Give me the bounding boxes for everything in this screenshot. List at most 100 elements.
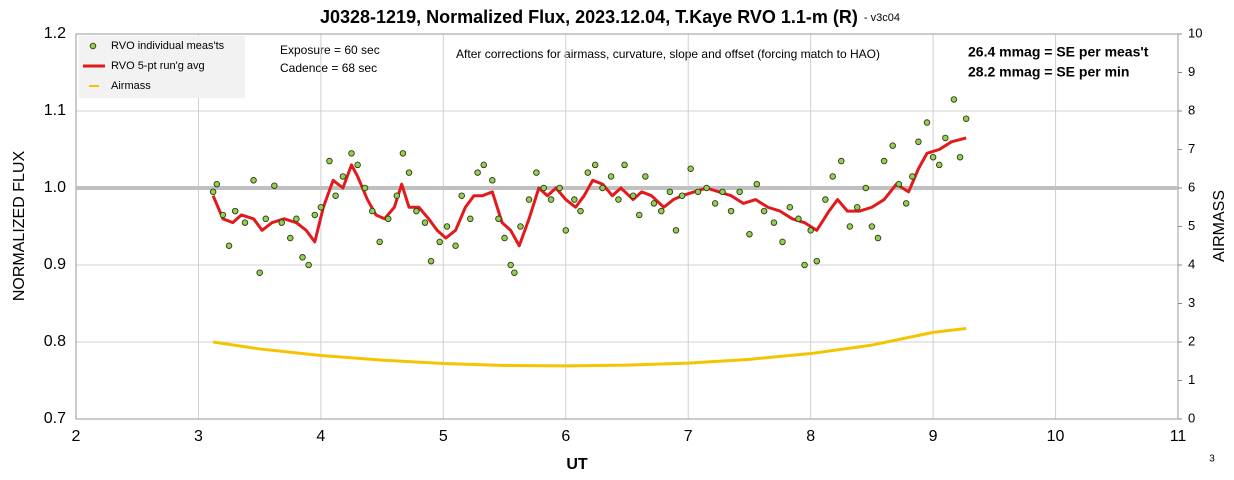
data-point: [348, 150, 355, 157]
plot-area: 0.7 0.8 0.9 1.0 1.1 1.2 2 3 4 5 6 7 8 9 10 110 1 2 3 4 5 6 7 8 9…: [44, 25, 1203, 445]
x-tick-label: 5: [439, 428, 448, 445]
chart-title: J0328-1219, Normalized Flux, 2023.12.04,…: [320, 7, 900, 27]
y2-tick-label: 4: [1188, 256, 1195, 271]
data-point: [399, 150, 407, 157]
subtitle: - v3c04: [864, 12, 900, 24]
data-point: [753, 180, 761, 188]
data-point: [443, 223, 451, 230]
data-point: [262, 215, 270, 223]
data-point: [452, 242, 459, 249]
data-point: [525, 196, 533, 203]
data-point: [517, 223, 524, 230]
annotation: After corrections for airmass, curvature…: [456, 47, 880, 61]
y2-tick-label: 0: [1188, 410, 1195, 425]
y2-tick-label: 1: [1188, 372, 1195, 387]
data-point: [369, 207, 376, 215]
data-point: [923, 119, 931, 126]
data-point: [846, 223, 854, 230]
legend-box: [79, 36, 245, 98]
y-tick-label: 1.1: [44, 102, 66, 119]
data-point: [658, 207, 665, 215]
data-point: [642, 173, 649, 180]
data-point: [915, 138, 922, 146]
data-point: [591, 161, 599, 169]
data-point: [672, 227, 680, 234]
y-tick-label: 0.8: [44, 333, 66, 350]
y2-tick-label: 9: [1188, 64, 1195, 79]
data-point: [317, 203, 325, 211]
data-point: [305, 261, 312, 269]
y-tick-label: 0.9: [44, 256, 66, 273]
data-point: [495, 215, 502, 223]
data-point: [838, 157, 845, 165]
page-number: 3: [1209, 454, 1215, 465]
data-point: [489, 177, 496, 184]
y-tick-label: 0.7: [44, 410, 66, 427]
x-tick-label: 6: [561, 428, 570, 445]
data-point: [393, 192, 401, 199]
y2-tick-label: 5: [1188, 218, 1195, 233]
data-point: [770, 219, 778, 226]
data-point: [829, 173, 836, 180]
series-line: [212, 327, 967, 368]
title-text: J0328-1219, Normalized Flux, 2023.12.04,…: [320, 7, 858, 27]
data-point: [413, 207, 420, 215]
data-point: [719, 188, 726, 196]
data-point: [929, 153, 937, 161]
data-point: [599, 184, 606, 192]
data-point: [213, 180, 221, 188]
y2-tick-label: 10: [1188, 25, 1202, 40]
x-tick-label: 8: [806, 428, 815, 445]
data-point: [256, 269, 263, 276]
data-point: [354, 161, 361, 169]
data-point: [801, 261, 808, 269]
y-tick-label: 1.0: [44, 179, 66, 196]
data-point: [278, 219, 285, 226]
legend-label: RVO individual meas'ts: [111, 40, 225, 52]
annotation: Cadence = 68 sec: [280, 61, 377, 75]
data-point: [942, 134, 949, 142]
data-point: [635, 211, 643, 219]
data-point: [956, 153, 964, 161]
data-point: [862, 184, 870, 192]
annotation: 28.2 mmag = SE per min: [968, 64, 1129, 80]
y2-tick-label: 8: [1188, 102, 1195, 117]
data-point: [480, 161, 487, 169]
legend-label: Airmass: [111, 80, 151, 92]
data-point: [326, 157, 333, 165]
data-point: [427, 257, 435, 265]
data-point: [405, 169, 413, 176]
data-point: [436, 238, 443, 246]
data-point: [556, 184, 563, 192]
data-point: [813, 257, 821, 265]
data-point: [807, 227, 814, 234]
data-point: [902, 200, 910, 207]
data-point: [694, 188, 702, 196]
data-point: [384, 215, 392, 223]
data-point: [271, 182, 278, 189]
y2-tick-label: 2: [1188, 333, 1195, 348]
x-tick-label: 11: [1170, 428, 1187, 445]
data-point: [950, 96, 958, 103]
data-point: [880, 157, 888, 165]
x-tick-label: 2: [72, 428, 81, 445]
data-point: [511, 269, 518, 276]
data-point: [547, 196, 555, 203]
data-point: [299, 254, 306, 261]
y2-axis-label: AIRMASS: [1211, 190, 1228, 262]
data-point: [935, 161, 943, 169]
data-point: [853, 203, 861, 211]
x-tick-label: 10: [1047, 428, 1065, 445]
data-point: [760, 207, 768, 215]
data-point: [501, 234, 508, 242]
data-point: [311, 211, 319, 219]
data-point: [607, 173, 615, 180]
data-point: [895, 180, 903, 188]
data-point: [703, 184, 710, 192]
data-point: [615, 196, 622, 203]
x-axis-label: UT: [566, 456, 588, 473]
data-point: [241, 219, 249, 226]
data-point: [361, 184, 369, 192]
data-point: [621, 161, 628, 169]
data-point: [889, 142, 896, 149]
